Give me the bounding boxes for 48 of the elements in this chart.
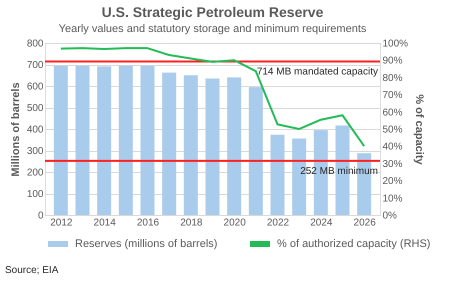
y2-tick-label: 70%	[382, 90, 403, 102]
bar	[140, 66, 154, 215]
y-tick-label: 300	[26, 146, 44, 157]
bar	[206, 78, 220, 215]
y2-tick-label: 100%	[382, 38, 408, 50]
y2-tick-label: 90%	[382, 56, 403, 67]
bar	[162, 72, 176, 215]
y-tick-label: 600	[26, 82, 44, 92]
x-tick-label: 2016	[136, 218, 160, 228]
y2-tick-label: 20%	[382, 176, 403, 188]
x-tick-label: 2014	[94, 218, 116, 228]
source-note: Source; EIA	[5, 265, 59, 276]
bar	[184, 75, 198, 215]
y-tick-label: 400	[26, 124, 44, 136]
bar	[97, 66, 112, 215]
bar	[54, 66, 68, 215]
x-tick-label: 2020	[224, 218, 246, 228]
chart-subtitle: Yearly values and statutory storage and minimum requirements	[58, 23, 367, 35]
x-tick-label: 2022	[266, 218, 290, 228]
y-tick-label: 700	[26, 60, 44, 71]
x-tick-label: 2024	[310, 218, 333, 228]
legend-label: Reserves (millions of barrels)	[75, 238, 218, 250]
y2-tick-label: 30%	[382, 158, 403, 170]
ref-line-label: 252 MB minimum	[300, 166, 378, 177]
ref-line-label: 714 MB mandated capacity	[256, 66, 378, 78]
y-tick-label: 800	[26, 38, 44, 50]
y-axis-title: Millions of barrels	[10, 82, 22, 177]
y2-tick-label: 0%	[382, 210, 398, 222]
y2-tick-label: 80%	[382, 72, 403, 84]
bar	[227, 77, 242, 215]
bar	[118, 66, 133, 215]
bar	[76, 66, 90, 215]
bar	[270, 134, 284, 215]
y-tick-label: 100	[26, 189, 44, 200]
y-tick-label: 200	[26, 168, 44, 178]
y-tick-label: 0	[38, 210, 44, 222]
y-tick-label: 500	[26, 103, 44, 114]
bar	[248, 87, 263, 215]
x-tick-label: 2018	[180, 218, 203, 228]
x-tick-label: 2012	[50, 218, 73, 228]
chart-title: U.S. Strategic Petroleum Reserve	[102, 4, 324, 20]
legend-label: % of authorized capacity (RHS)	[277, 238, 430, 250]
y2-tick-label: 50%	[382, 124, 403, 136]
x-tick-label: 2026	[354, 218, 376, 228]
y2-tick-label: 40%	[382, 142, 403, 153]
y2-tick-label: 60%	[382, 107, 403, 118]
y2-axis-title: % of capacity	[413, 94, 426, 166]
y2-tick-label: 10%	[382, 193, 403, 204]
